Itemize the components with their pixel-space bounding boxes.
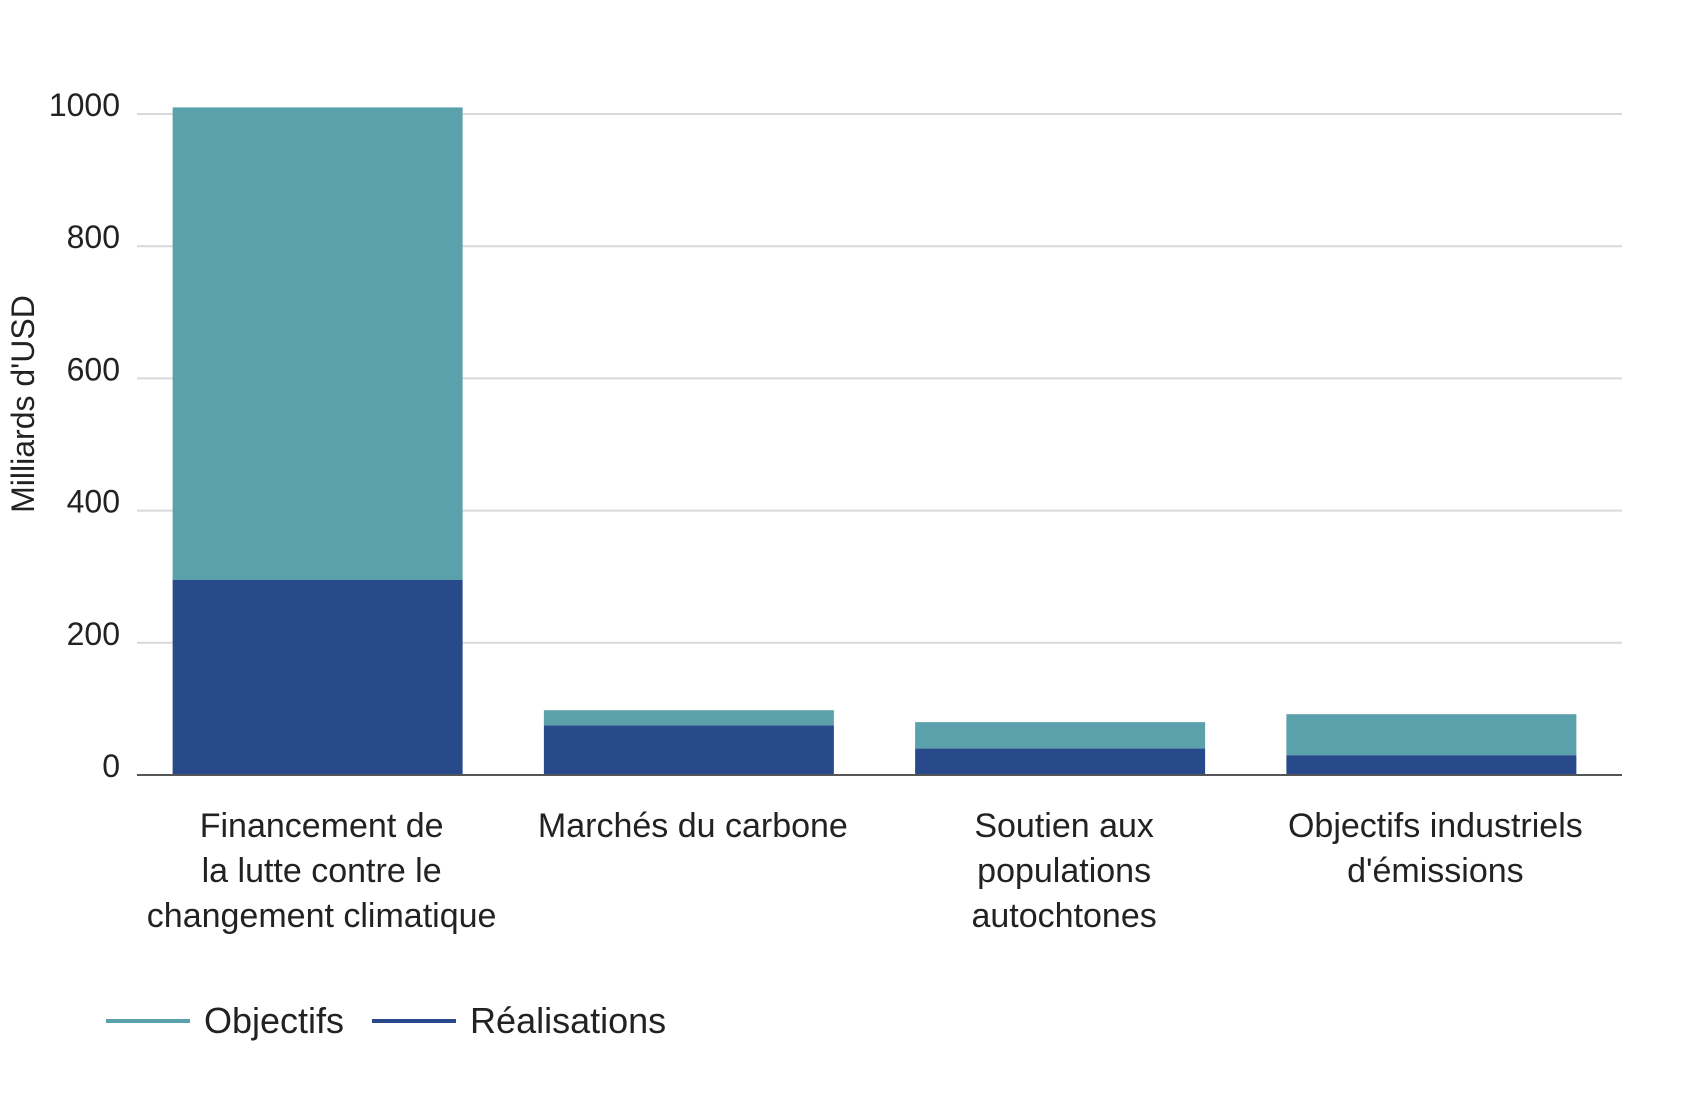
- legend-swatch-objectifs: [106, 1019, 190, 1023]
- bars: [172, 107, 1577, 775]
- bar-segment: [915, 748, 1206, 775]
- bar-segment: [543, 710, 834, 726]
- y-tick-label: 600: [67, 351, 120, 387]
- legend-item-objectifs: Objectifs: [106, 1000, 344, 1042]
- y-tick-label: 800: [67, 219, 120, 255]
- legend-swatch-realisations: [372, 1019, 457, 1023]
- legend-item-realisations: Réalisations: [372, 1000, 666, 1042]
- legend-label-realisations: Réalisations: [470, 1000, 667, 1041]
- bar-segment: [915, 722, 1206, 749]
- category-label: Financement de la lutte contre le changeme…: [147, 807, 497, 935]
- category-labels: Financement de la lutte contre le changeme…: [147, 807, 1583, 935]
- bar-segment: [1286, 714, 1577, 756]
- y-tick-label: 400: [67, 484, 120, 520]
- legend: Objectifs Réalisations: [106, 1000, 694, 1042]
- category-label: Marchés du carbone: [538, 807, 848, 845]
- bar-segment: [172, 107, 463, 581]
- y-axis-title: Milliards d'USD: [5, 295, 41, 513]
- y-tick-label: 0: [102, 748, 120, 784]
- legend-label-objectifs: Objectifs: [204, 1000, 345, 1041]
- y-tick-labels: 0 200 400 600 800 1000: [49, 87, 120, 784]
- y-tick-label: 200: [67, 616, 120, 652]
- category-label: Soutien aux populations autochtones: [971, 807, 1156, 935]
- bar-segment: [543, 725, 834, 775]
- bar-segment: [1286, 755, 1577, 775]
- y-tick-label: 1000: [49, 87, 120, 123]
- category-label: Objectifs industriels d'émissions: [1288, 807, 1583, 890]
- bar-segment: [172, 580, 463, 775]
